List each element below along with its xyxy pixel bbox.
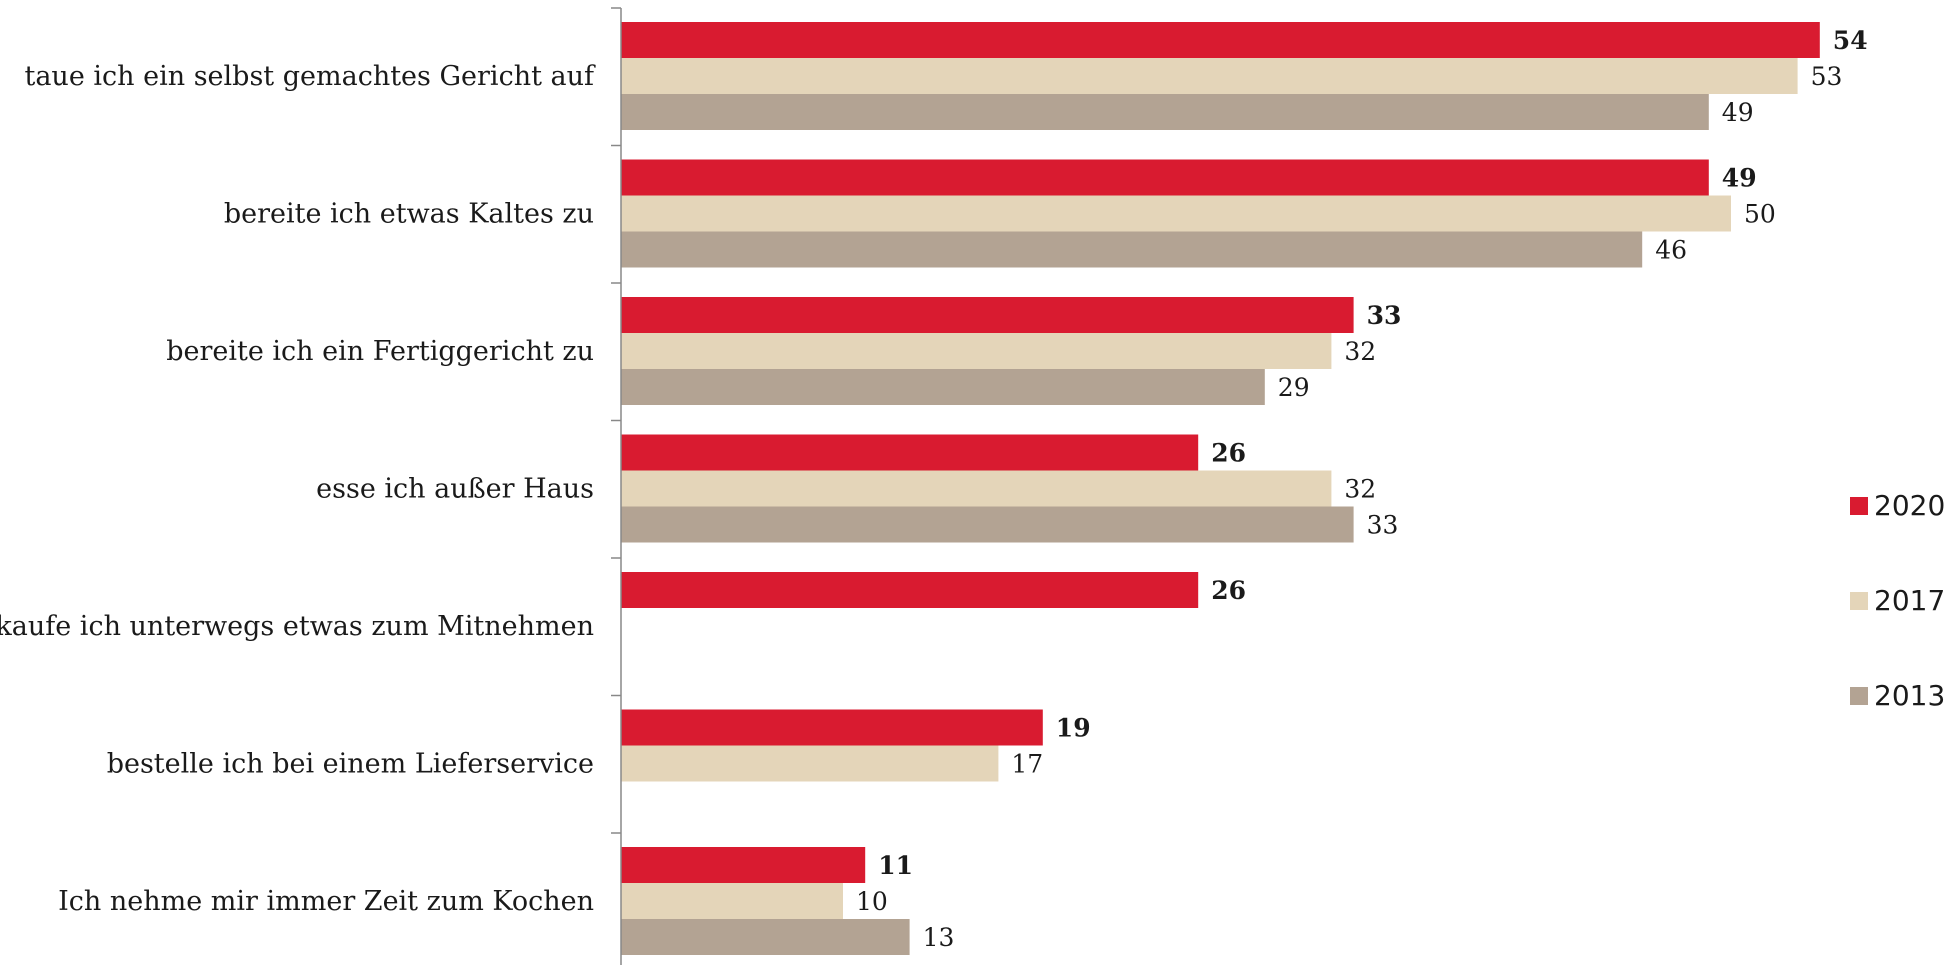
value-label-2020-taue-ich-ein-selbst-gemachtes-gericht-auf: 54 xyxy=(1833,26,1868,55)
value-label-2017-bestelle-ich-bei-einem-lieferservice: 17 xyxy=(1011,750,1043,779)
bar-2017-esse-ich-ausser-haus xyxy=(621,470,1332,507)
bar-2013-esse-ich-ausser-haus xyxy=(621,506,1354,543)
legend: 2020 2017 2013 xyxy=(1850,489,1945,712)
bar-2020-kaufe-ich-unterwegs-etwas-zum-mitnehmen xyxy=(621,572,1199,608)
value-label-2017-ich-nehme-mir-immer-zeit-zum-kochen: 10 xyxy=(856,887,888,916)
category-labels: taue ich ein selbst gemachtes Gericht au… xyxy=(0,61,596,917)
legend-label-2017: 2017 xyxy=(1874,584,1945,617)
category-label-bereite-ich-ein-fertiggericht-zu: bereite ich ein Fertiggericht zu xyxy=(166,336,594,367)
bar-2020-esse-ich-ausser-haus xyxy=(621,434,1199,471)
value-label-2020-bereite-ich-ein-fertiggericht-zu: 33 xyxy=(1367,301,1402,330)
legend-label-2020: 2020 xyxy=(1874,489,1945,522)
legend-swatch-2017 xyxy=(1850,592,1868,610)
bar-2020-ich-nehme-mir-immer-zeit-zum-kochen xyxy=(621,847,866,883)
bar-2017-taue-ich-ein-selbst-gemachtes-gericht-auf xyxy=(621,58,1798,94)
bar-2017-bestelle-ich-bei-einem-lieferservice xyxy=(621,745,999,782)
category-label-ich-nehme-mir-immer-zeit-zum-kochen: Ich nehme mir immer Zeit zum Kochen xyxy=(58,886,594,917)
category-label-bereite-ich-etwas-kaltes-zu: bereite ich etwas Kaltes zu xyxy=(224,199,594,230)
value-labels: 54 53 49 49 50 46 33 32 29 26 32 33 26 19 17 11 10 13 xyxy=(856,26,1868,952)
bar-2017-bereite-ich-ein-fertiggericht-zu xyxy=(621,333,1332,369)
value-label-2020-kaufe-ich-unterwegs-etwas-zum-mitnehmen: 26 xyxy=(1211,576,1246,605)
bar-2017-bereite-ich-etwas-kaltes-zu xyxy=(621,195,1731,232)
bar-2020-bereite-ich-etwas-kaltes-zu xyxy=(621,159,1709,196)
legend-swatch-2013 xyxy=(1850,687,1868,705)
bars-group xyxy=(621,22,1820,955)
value-label-2017-bereite-ich-ein-fertiggericht-zu: 32 xyxy=(1344,337,1376,366)
category-axis xyxy=(611,7,622,965)
bar-2013-bereite-ich-etwas-kaltes-zu xyxy=(621,231,1643,268)
value-label-2020-ich-nehme-mir-immer-zeit-zum-kochen: 11 xyxy=(878,851,913,880)
value-label-2017-bereite-ich-etwas-kaltes-zu: 50 xyxy=(1744,200,1776,229)
value-label-2013-ich-nehme-mir-immer-zeit-zum-kochen: 13 xyxy=(923,923,955,952)
legend-swatch-2020 xyxy=(1850,497,1868,515)
value-label-2013-bereite-ich-ein-fertiggericht-zu: 29 xyxy=(1278,373,1310,402)
value-label-2017-taue-ich-ein-selbst-gemachtes-gericht-auf: 53 xyxy=(1811,62,1843,91)
bar-2017-ich-nehme-mir-immer-zeit-zum-kochen xyxy=(621,883,843,919)
bar-2020-taue-ich-ein-selbst-gemachtes-gericht-auf xyxy=(621,22,1820,58)
category-label-bestelle-ich-bei-einem-lieferservice: bestelle ich bei einem Lieferservice xyxy=(107,749,594,780)
category-label-taue-ich-ein-selbst-gemachtes-gericht-auf: taue ich ein selbst gemachtes Gericht au… xyxy=(24,61,596,92)
bar-2020-bereite-ich-ein-fertiggericht-zu xyxy=(621,297,1354,333)
value-label-2013-esse-ich-ausser-haus: 33 xyxy=(1367,511,1399,540)
legend-label-2013: 2013 xyxy=(1874,679,1945,712)
bar-2020-bestelle-ich-bei-einem-lieferservice xyxy=(621,709,1043,746)
value-label-2020-bestelle-ich-bei-einem-lieferservice: 19 xyxy=(1056,714,1091,743)
value-label-2013-taue-ich-ein-selbst-gemachtes-gericht-auf: 49 xyxy=(1722,98,1754,127)
bar-2013-ich-nehme-mir-immer-zeit-zum-kochen xyxy=(621,919,910,955)
category-label-esse-ich-ausser-haus: esse ich außer Haus xyxy=(316,474,594,505)
bar-2013-taue-ich-ein-selbst-gemachtes-gericht-auf xyxy=(621,94,1709,130)
value-label-2013-bereite-ich-etwas-kaltes-zu: 46 xyxy=(1655,236,1687,265)
value-label-2017-esse-ich-ausser-haus: 32 xyxy=(1344,475,1376,504)
value-label-2020-bereite-ich-etwas-kaltes-zu: 49 xyxy=(1722,164,1757,193)
value-label-2020-esse-ich-ausser-haus: 26 xyxy=(1211,439,1246,468)
category-label-kaufe-ich-unterwegs-etwas-zum-mitnehmen: kaufe ich unterwegs etwas zum Mitnehmen xyxy=(0,611,594,642)
bar-2013-bereite-ich-ein-fertiggericht-zu xyxy=(621,369,1265,405)
